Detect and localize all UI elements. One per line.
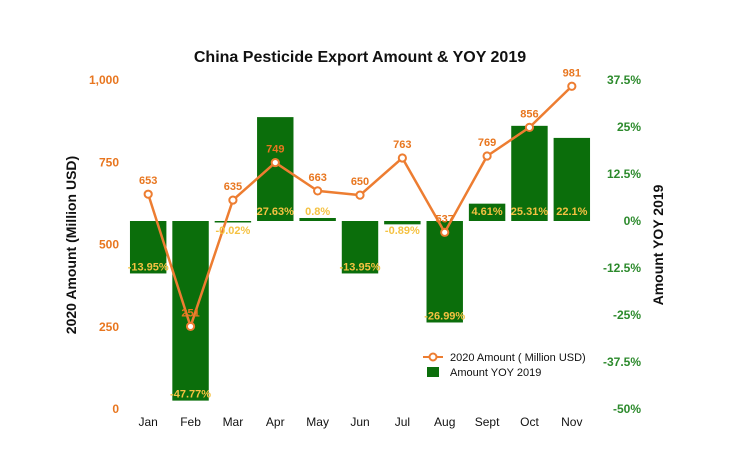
line-data-label: 763: [393, 139, 411, 151]
left-axis-title: 2020 Amount (Million USD): [63, 156, 79, 334]
right-axis-tick-label: 0%: [624, 214, 642, 228]
bar-data-label: -47.77%: [170, 389, 211, 401]
legend-line-marker: [428, 352, 438, 362]
bar-data-label: -13.95%: [340, 261, 381, 273]
bar-data-label: -13.95%: [128, 261, 169, 273]
line-series: [146, 85, 573, 328]
line-data-label: 251: [181, 307, 199, 319]
bar: [214, 221, 252, 223]
line-point: [270, 157, 280, 168]
line-data-label: 635: [224, 181, 242, 193]
x-axis-tick-label: Mar: [223, 415, 244, 429]
bar: [426, 221, 463, 323]
legend-bar-swatch: [427, 367, 439, 377]
bar-data-label: 4.61%: [471, 206, 502, 218]
x-axis-tick-label: May: [306, 415, 329, 429]
line-data-label: 749: [266, 144, 284, 156]
line-point: [313, 186, 323, 196]
right-axis-tick-label: 12.5%: [607, 167, 641, 181]
bar: [553, 137, 591, 221]
line-point: [355, 190, 365, 200]
x-axis-tick-label: Sept: [475, 415, 500, 429]
bar: [172, 221, 209, 401]
chart-title: China Pesticide Export Amount & YOY 2019: [194, 49, 526, 66]
line-point: [440, 227, 450, 237]
plot-area: 0 250 500 750 1,000 -50% -37.5% -25% -12.5% 0% 12.…: [89, 67, 641, 429]
x-axis-tick-label: Jan: [139, 415, 158, 429]
line-point: [228, 195, 238, 205]
line-data-label: 663: [308, 172, 326, 184]
legend-line-label: 2020 Amount ( Million USD): [450, 352, 586, 364]
line-data-label: 981: [563, 67, 581, 79]
x-axis-tick-label: Jun: [350, 415, 369, 429]
left-axis-tick-label: 1,000: [89, 73, 119, 87]
left-axis-tick-label: 250: [99, 320, 119, 334]
x-axis-tick-label: Apr: [266, 415, 285, 429]
left-axis-tick-label: 500: [99, 238, 119, 252]
x-axis-tick-label: Oct: [520, 415, 539, 429]
line-point: [482, 151, 492, 161]
bar: [468, 203, 506, 221]
right-axis-title: Amount YOY 2019: [650, 184, 666, 305]
line-data-label: 856: [520, 108, 538, 120]
right-axis-tick-label: 37.5%: [607, 73, 641, 87]
right-axis-tick-label: -25%: [613, 308, 641, 322]
line-point: [524, 122, 535, 132]
line-data-label: 537: [436, 213, 454, 225]
bar-data-label: 0.8%: [305, 206, 330, 218]
line-point: [567, 81, 577, 91]
bar: [257, 117, 294, 221]
legend: 2020 Amount ( Million USD) Amount YOY 20…: [423, 352, 586, 379]
bar: [511, 125, 548, 221]
right-axis-tick-label: -12.5%: [603, 261, 641, 275]
line-point: [143, 189, 153, 199]
bar-data-label: -26.99%: [424, 310, 465, 322]
left-axis-tick-label: 750: [99, 155, 119, 169]
line-data-label: 769: [478, 137, 496, 149]
x-axis-tick-label: Feb: [180, 415, 201, 429]
bar: [341, 221, 379, 274]
x-axis-tick-label: Aug: [434, 415, 455, 429]
left-axis-tick-label: 0: [112, 402, 119, 416]
x-axis-tick-label: Nov: [561, 415, 582, 429]
bar: [299, 217, 336, 221]
bar-data-label: 27.63%: [257, 206, 295, 218]
right-axis-tick-label: -50%: [613, 402, 641, 416]
line-point: [397, 153, 407, 163]
legend-bar-label: Amount YOY 2019: [450, 367, 541, 379]
line-point: [185, 321, 196, 332]
bar-data-label: 25.31%: [511, 206, 549, 218]
right-axis-tick-label: -37.5%: [603, 355, 641, 369]
bar-data-label: -0.89%: [385, 225, 420, 237]
bar: [384, 221, 421, 225]
line-data-label: 653: [139, 175, 157, 187]
right-axis-tick-label: 25%: [617, 120, 641, 134]
x-axis-tick-label: Jul: [395, 415, 410, 429]
bar-data-label: -0.02%: [215, 225, 250, 237]
line-data-label: 650: [351, 176, 369, 188]
bar-data-label: 22.1%: [556, 206, 587, 218]
